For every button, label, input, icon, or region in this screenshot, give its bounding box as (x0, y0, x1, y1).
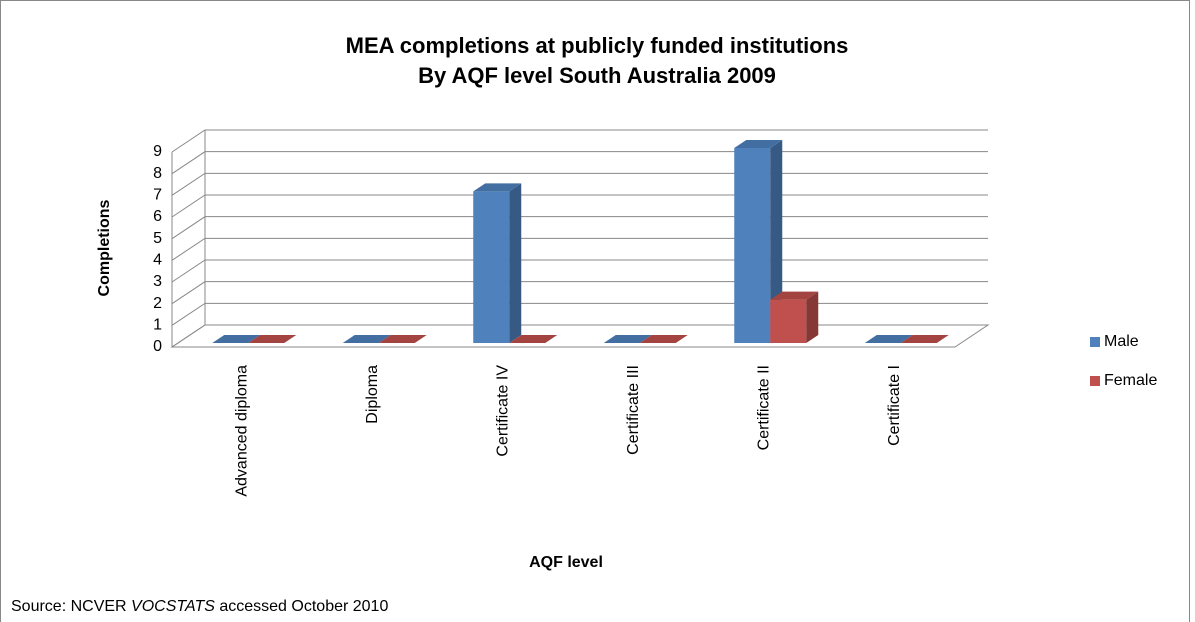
x-tick-label: Certificate III (625, 365, 642, 455)
grid-line (171, 324, 988, 348)
grid-line (171, 151, 988, 175)
bar (509, 335, 558, 343)
y-tick-label: 9 (153, 143, 162, 160)
legend-swatch (1090, 376, 1100, 386)
bar (212, 335, 261, 343)
bar-face (473, 183, 522, 192)
grid-line (171, 302, 988, 326)
bar-face (864, 335, 913, 343)
bar (473, 183, 522, 343)
grid-line (171, 281, 988, 305)
y-tick-label: 1 (153, 317, 162, 334)
bar (770, 291, 819, 343)
grid-line (171, 237, 988, 261)
bar (900, 335, 949, 343)
source-prefix: Source: NCVER (11, 598, 127, 615)
grid-line (171, 172, 988, 196)
chart-title: By AQF level South Australia 2009 (418, 63, 776, 88)
y-tick-label: 0 (153, 338, 162, 355)
y-tick-label: 2 (153, 295, 162, 312)
source-suffix: accessed October 2010 (219, 598, 388, 615)
bar (639, 335, 688, 343)
bar (864, 335, 913, 343)
bar-face (378, 335, 427, 343)
y-axis-title: Completions (96, 199, 113, 296)
y-tick-label: 5 (153, 230, 162, 247)
bar-face (734, 140, 783, 148)
bar-face (806, 291, 819, 343)
y-tick-label: 6 (153, 208, 162, 225)
bar-face (770, 299, 807, 343)
chart-title: MEA completions at publicly funded insti… (346, 33, 849, 58)
bar-face (734, 148, 771, 343)
bar-face (770, 291, 819, 300)
legend-swatch (1090, 337, 1100, 347)
bar-face (509, 183, 522, 343)
y-tick-label: 7 (153, 187, 162, 204)
legend-label: Female (1104, 372, 1157, 389)
bar-face (900, 335, 949, 343)
legend-label: Male (1104, 333, 1139, 350)
bar (248, 335, 297, 343)
y-tick-label: 4 (153, 252, 162, 269)
bar (378, 335, 427, 343)
x-tick-label: Diploma (364, 365, 381, 424)
bar-face (639, 335, 688, 343)
grid-line (171, 129, 988, 153)
x-tick-label: Certificate II (755, 365, 772, 450)
bar-face (603, 335, 652, 343)
source-note: Source: NCVER VOCSTATS accessed October … (11, 598, 388, 615)
source-italic: VOCSTATS (131, 598, 215, 615)
x-tick-label: Certificate IV (494, 365, 511, 457)
x-axis-title: AQF level (529, 554, 603, 571)
x-tick-label: Advanced diploma (233, 365, 250, 497)
grid-line (171, 194, 988, 218)
bar-face (212, 335, 261, 343)
y-tick-label: 3 (153, 273, 162, 290)
bar (342, 335, 391, 343)
bar-face (770, 140, 783, 343)
grid-line (171, 259, 988, 283)
bar-face (342, 335, 391, 343)
x-tick-label: Certificate I (886, 365, 903, 446)
grid-line (171, 216, 988, 240)
bar (603, 335, 652, 343)
bar-face (248, 335, 297, 343)
bar-face (509, 335, 558, 343)
bar (734, 140, 783, 343)
y-tick-label: 8 (153, 165, 162, 182)
bar-face (473, 191, 510, 343)
